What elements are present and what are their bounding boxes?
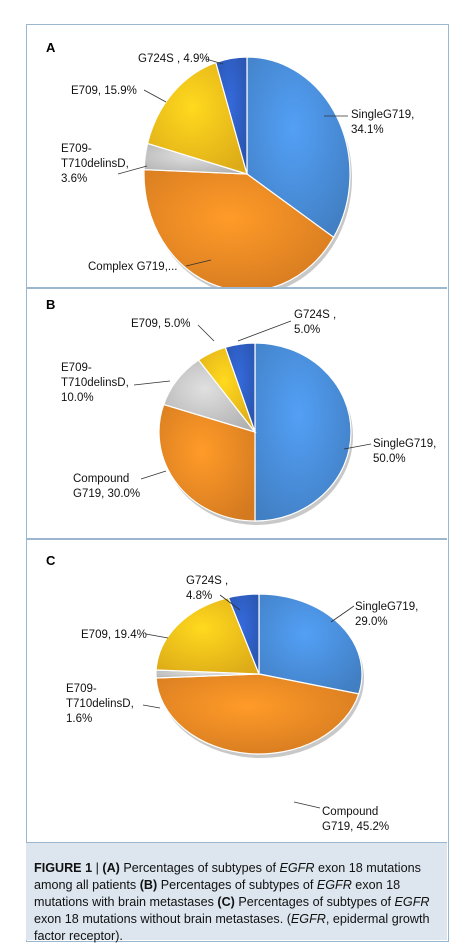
leader-line (140, 470, 167, 480)
slice-label: 29.0% (355, 616, 388, 628)
slice-label: 50.0% (373, 453, 406, 465)
caption-text-b: Percentages of subtypes of (157, 878, 317, 892)
pie-slice (158, 403, 256, 522)
leader-line (219, 594, 241, 611)
pie-slice (155, 596, 260, 675)
pie-slice (143, 168, 335, 287)
leader-line (117, 165, 148, 175)
watermark: 知乎 @基因检测 (364, 217, 445, 229)
caption-text-a2: exon 18 mutations among all patients (34, 861, 421, 892)
slice-label: Compound (322, 806, 378, 818)
caption-text-c: Percentages of subtypes of (234, 895, 395, 909)
slice-label: SingleG719, (355, 601, 418, 613)
slice-label: Compound (73, 473, 129, 485)
pie-slice (227, 593, 260, 675)
slice-label: E709- (61, 143, 92, 155)
caption-figure-label: FIGURE 1 (34, 861, 93, 875)
leader-line (205, 58, 224, 65)
slice-label: E709- (61, 362, 92, 374)
leader-line (197, 324, 215, 342)
slice-label: 5.0% (294, 324, 320, 336)
slice-label: E709- (66, 683, 97, 695)
slice-label: T710delinsD, (66, 698, 134, 710)
panel-letter-b: B (46, 297, 55, 312)
caption-egfr-a: EGFR (279, 861, 315, 875)
leader-line (330, 605, 355, 623)
leader-line (237, 320, 292, 342)
panel-c: C SingleG719, 29.0% Compound G719, 45.2% E709… (26, 540, 447, 842)
slice-label: G719, 45.2% (322, 821, 389, 833)
slice-label: SingleG719, (351, 109, 414, 121)
pie-chart-b: B SingleG719, 50.0% Compound G719, 30.0% E709… (46, 297, 436, 525)
pie-chart-c: C SingleG719, 29.0% Compound G719, 45.2% E709… (46, 553, 418, 833)
leader-line (343, 443, 372, 450)
leader-line (293, 801, 321, 809)
caption-text-b2: exon 18 mutations with brain metastases (34, 878, 401, 909)
slice-label: 10.0% (61, 392, 94, 404)
slice-label: E709, 15.9% (71, 85, 137, 97)
leader-line (143, 89, 167, 103)
caption-egfr-b: EGFR (316, 878, 352, 892)
slice-label: SingleG719, (373, 438, 436, 450)
panel-letter-a: A (46, 40, 56, 55)
caption-egfr-d: EGFR (290, 912, 326, 926)
slice-label: G724S , (186, 575, 228, 587)
leader-line (133, 380, 171, 386)
slice-label: Complex G719,... (88, 261, 177, 273)
caption-text-c2: exon 18 mutations without brain metastas… (34, 912, 291, 926)
slice-label: G724S , 4.9% (138, 53, 210, 65)
leader-line (142, 704, 161, 709)
pie-slice (224, 342, 256, 433)
panel-a: A SingleG719, 34.1% Complex G719,... E709- T7… (26, 24, 447, 289)
pie-slice (155, 673, 360, 755)
pie-slice (258, 593, 363, 695)
caption-text-a: Percentages of subtypes of (119, 861, 280, 875)
pie-chart-a: A SingleG719, 34.1% Complex G719,... E709- T7… (46, 40, 414, 287)
slice-label: 1.6% (66, 713, 92, 725)
panel-b: B SingleG719, 50.0% Compound G719, 30.0% E709… (26, 289, 447, 540)
caption-tag-a: (A) (102, 861, 120, 875)
caption-egfr-c: EGFR (394, 895, 430, 909)
slice-label: T710delinsD, (61, 158, 129, 170)
slice-label: 3.6% (61, 173, 87, 185)
figure-caption: FIGURE 1 | (A) Percentages of subtypes o… (26, 842, 447, 943)
slice-label: G719, 30.0% (73, 488, 140, 500)
panel-letter-c: C (46, 553, 56, 568)
slice-label: E709, 19.4% (81, 629, 147, 641)
leader-line (185, 259, 212, 267)
caption-separator: | (92, 861, 103, 875)
caption-text-c3: , epidermal growth factor receptor). (34, 912, 430, 943)
slice-label: T710delinsD, (61, 377, 129, 389)
leader-line (145, 633, 169, 639)
caption-tag-b: (B) (139, 878, 158, 892)
slice-label: 34.1% (351, 124, 384, 136)
pie-slice (215, 56, 248, 175)
slice-label: 4.8% (186, 590, 212, 602)
slice-label: G724S , (294, 309, 336, 321)
pie-slice (254, 342, 352, 522)
pie-slice (146, 61, 248, 175)
caption-tag-c: (C) (217, 895, 235, 909)
slice-label: E709, 5.0% (131, 318, 190, 330)
